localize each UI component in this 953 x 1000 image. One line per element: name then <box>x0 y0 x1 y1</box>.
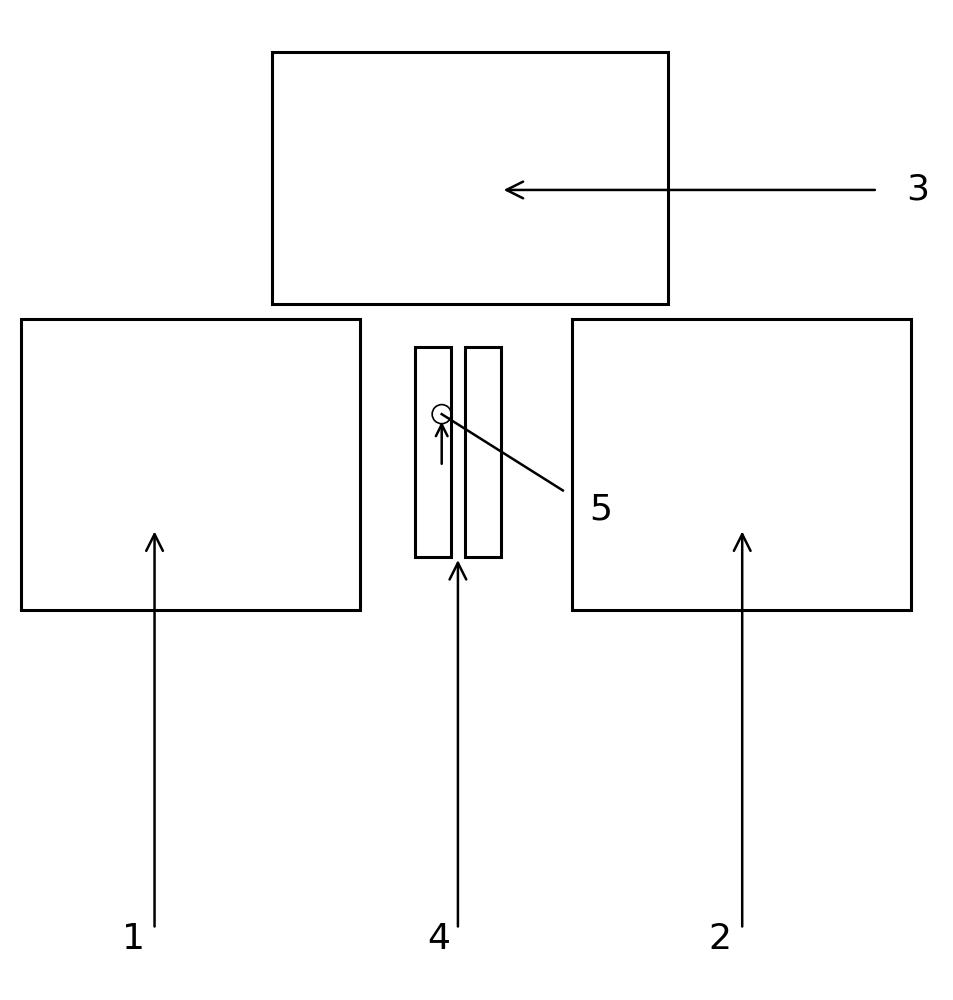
Bar <box>272 52 667 304</box>
Text: 4: 4 <box>427 922 450 956</box>
Bar <box>464 347 500 557</box>
Bar <box>21 319 359 610</box>
Bar <box>572 319 910 610</box>
Text: 1: 1 <box>122 922 145 956</box>
Bar <box>415 347 451 557</box>
Text: 3: 3 <box>905 173 928 207</box>
Text: 2: 2 <box>708 922 731 956</box>
Text: 5: 5 <box>589 493 612 527</box>
